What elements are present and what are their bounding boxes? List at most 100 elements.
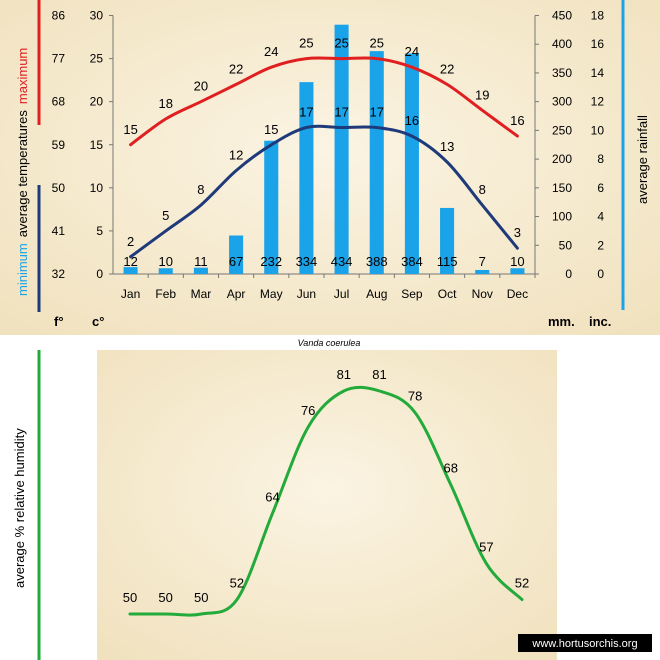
month-label: Jul	[334, 287, 349, 301]
month-label: Oct	[438, 287, 457, 301]
minimum-value-label: 17	[370, 105, 384, 120]
minimum-temperature-line	[129, 124, 519, 259]
maximum-value-label: 25	[370, 36, 384, 51]
humidity-value-label: 81	[372, 367, 386, 382]
rainfall-bar	[440, 207, 455, 274]
rainfall-bar	[404, 53, 419, 275]
minimum-value-label: 13	[440, 139, 454, 154]
humidity-axis-label: average % relative humidity	[12, 428, 27, 588]
inches-tick-label: 2	[597, 238, 604, 252]
month-label: Apr	[227, 287, 246, 301]
month-label: Nov	[472, 287, 493, 301]
watermark: www.hortusorchis.org	[531, 638, 637, 650]
maximum-value-label: 19	[475, 87, 489, 102]
minimum-value-label: 17	[299, 105, 313, 120]
humidity-value-label: 52	[230, 576, 244, 591]
rainfall-bar	[510, 268, 525, 274]
maximum-value-label: 25	[334, 36, 348, 51]
month-label: Jun	[297, 287, 316, 301]
humidity-value-label: 81	[337, 367, 351, 382]
fahrenheit-tick-label: 41	[52, 224, 66, 238]
mm-tick-label: 450	[552, 9, 572, 23]
humidity-value-label: 50	[158, 590, 172, 605]
fahrenheit-tick-label: 77	[52, 52, 66, 66]
rainfall-value-label: 115	[437, 254, 458, 269]
mm-tick-label: 250	[552, 123, 572, 137]
minimum-value-label: 2	[127, 234, 134, 249]
celsius-tick-label: 0	[96, 267, 103, 281]
celsius-tick-label: 10	[90, 181, 104, 195]
maximum-value-label: 15	[123, 122, 137, 137]
fahrenheit-tick-label: 32	[52, 267, 66, 281]
watermark-background	[518, 634, 652, 652]
rainfall-bar	[264, 140, 279, 274]
fahrenheit-tick-label: 50	[52, 181, 66, 195]
rainfall-value-label: 12	[123, 254, 137, 269]
left-axis-label: minimumaverage temperaturesmaximum	[15, 48, 30, 296]
minimum-value-label: 12	[229, 148, 243, 163]
mm-tick-label: 50	[559, 238, 573, 252]
fahrenheit-tick-label: 86	[52, 9, 66, 23]
top-panel-background	[0, 0, 660, 335]
fahrenheit-unit: f°	[54, 314, 64, 329]
rainfall-bars	[123, 24, 525, 275]
inches-tick-label: 8	[597, 152, 604, 166]
month-label: Mar	[191, 287, 212, 301]
humidity-value-label: 78	[408, 389, 422, 404]
celsius-tick-label: 30	[90, 9, 104, 23]
mm-tick-label: 0	[565, 267, 572, 281]
temperature-lines	[129, 56, 519, 259]
inches-tick-label: 14	[591, 66, 605, 80]
rainfall-value-label: 67	[229, 254, 243, 269]
inches-tick-label: 12	[591, 95, 605, 109]
rainfall-bar	[158, 268, 173, 274]
mm-tick-label: 300	[552, 95, 572, 109]
rainfall-bar	[334, 24, 349, 274]
inches-tick-label: 6	[597, 181, 604, 195]
mm-tick-label: 100	[552, 210, 572, 224]
minimum-value-label: 16	[405, 113, 419, 128]
celsius-tick-label: 15	[90, 138, 104, 152]
humidity-line	[128, 385, 524, 617]
rainfall-value-label: 384	[401, 254, 423, 269]
fahrenheit-tick-label: 68	[52, 95, 66, 109]
month-label: Dec	[507, 287, 528, 301]
month-label: May	[260, 287, 283, 301]
mm-tick-label: 400	[552, 37, 572, 51]
maximum-value-label: 24	[405, 44, 419, 59]
rainfall-value-label: 11	[194, 254, 208, 269]
humidity-value-label: 68	[443, 461, 457, 476]
celsius-tick-label: 25	[90, 52, 104, 66]
humidity-chart: 50 50 50 52 64 76 81 81 78 68 57 52	[123, 367, 529, 617]
humidity-value-label: 76	[301, 403, 315, 418]
inches-tick-label: 16	[591, 37, 605, 51]
celsius-tick-label: 5	[96, 224, 103, 238]
rainfall-value-label: 434	[331, 254, 353, 269]
minimum-value-label: 17	[334, 105, 348, 120]
maximum-temperature-line	[129, 56, 519, 147]
rainfall-bar	[123, 267, 138, 274]
mm-tick-label: 350	[552, 66, 572, 80]
minimum-value-label: 8	[479, 182, 486, 197]
minimum-value-label: 8	[197, 182, 204, 197]
inches-tick-label: 4	[597, 210, 604, 224]
month-label: Jan	[121, 287, 140, 301]
maximum-value-label: 22	[440, 61, 454, 76]
humidity-value-label: 52	[515, 576, 529, 591]
maximum-value-label: 20	[194, 79, 208, 94]
rainfall-value-label: 7	[479, 254, 486, 269]
rainfall-value-label: 10	[510, 254, 524, 269]
celsius-unit: c°	[92, 314, 104, 329]
mm-tick-label: 150	[552, 181, 572, 195]
maximum-value-label: 16	[510, 113, 524, 128]
rainfall-value-label: 388	[366, 254, 388, 269]
month-label: Aug	[366, 287, 387, 301]
mm-tick-label: 200	[552, 152, 572, 166]
rainfall-value-label: 232	[260, 254, 282, 269]
maximum-value-label: 24	[264, 44, 278, 59]
month-label: Sep	[401, 287, 423, 301]
humidity-value-label: 50	[123, 590, 137, 605]
